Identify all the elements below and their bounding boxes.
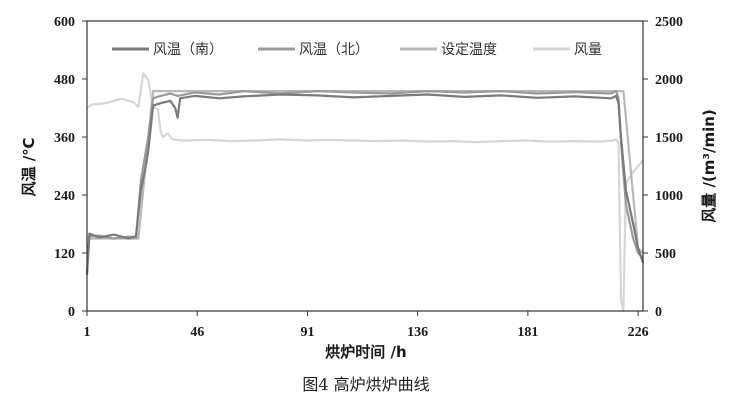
y-right-tick-label: 0: [655, 305, 662, 320]
figure-caption: 图4 高炉烘炉曲线: [302, 375, 429, 394]
x-tick-label: 1: [84, 325, 91, 340]
plot-area: [85, 72, 645, 313]
x-tick-label: 226: [628, 325, 649, 340]
legend-label: 风温（南）: [153, 42, 223, 58]
y-right-tick-label: 1000: [655, 189, 683, 204]
y-left-tick-label: 120: [54, 247, 75, 262]
legend-label: 风量: [574, 42, 602, 58]
y-left-tick-label: 360: [54, 131, 75, 146]
plot-frame: [86, 20, 644, 312]
y-right-tick-label: 1500: [655, 131, 683, 146]
legend-label: 风温（北）: [299, 42, 369, 58]
series-line-2: [87, 89, 644, 254]
y-left-tick-label: 0: [68, 305, 75, 320]
y-left-tick-label: 480: [54, 73, 75, 88]
x-tick-label: 46: [190, 325, 204, 340]
y-left-tick-label: 240: [54, 189, 75, 204]
x-tick-label: 91: [300, 325, 314, 340]
y-axis-right-label: 风量 /(m³/min): [700, 109, 718, 223]
legend: 风温（南） 风温（北） 设定温度 风量: [112, 42, 602, 58]
series-line-3: [86, 72, 644, 313]
x-tick-label: 181: [517, 325, 538, 340]
y-axis-left-label: 风温 /℃: [20, 138, 38, 197]
series-line-0: [85, 93, 645, 275]
x-axis-label: 烘炉时间 /h: [325, 343, 406, 361]
axes: 1 46 91 136 181 226 0 120 240 360 480 600 0 500 1000 15…: [54, 15, 683, 340]
y-right-tick-label: 2000: [655, 73, 683, 88]
legend-label: 设定温度: [441, 42, 497, 58]
series-line-1: [85, 89, 644, 273]
y-right-tick-label: 2500: [655, 15, 683, 30]
y-left-tick-label: 600: [54, 15, 75, 30]
y-right-tick-label: 500: [655, 247, 676, 262]
x-tick-label: 136: [407, 325, 428, 340]
